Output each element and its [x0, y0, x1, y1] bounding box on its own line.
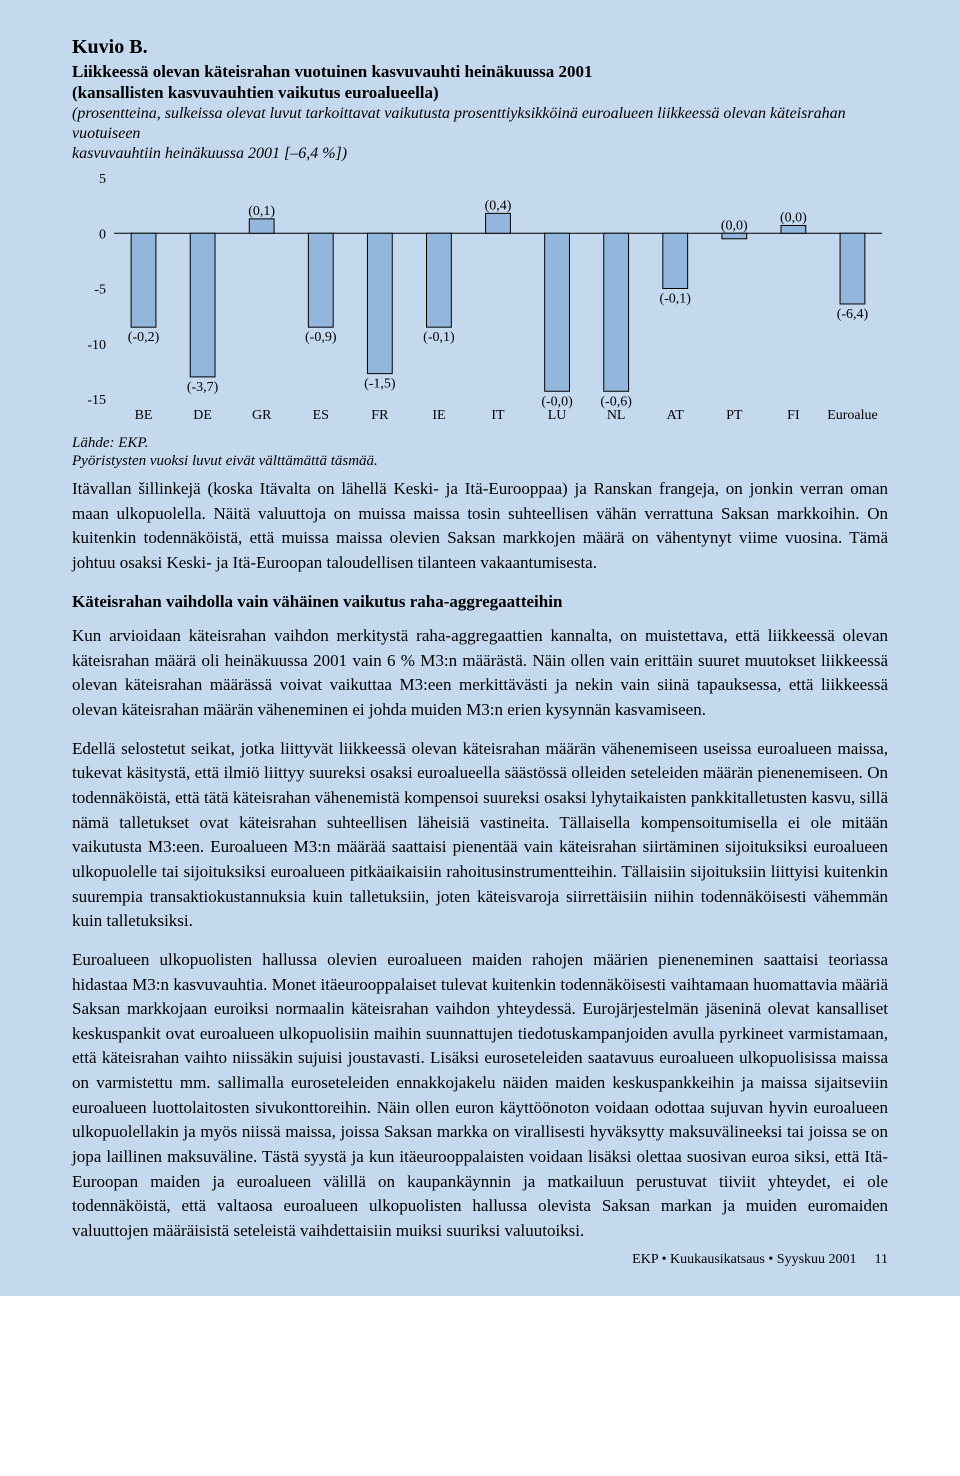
svg-text:Euroalue: Euroalue — [827, 408, 878, 423]
svg-text:-15: -15 — [87, 393, 106, 408]
svg-text:IE: IE — [432, 408, 445, 423]
section-heading: Käteisrahan vaihdolla vain vähäinen vaik… — [72, 590, 888, 615]
svg-text:(-6,4): (-6,4) — [837, 306, 869, 321]
svg-text:FI: FI — [787, 408, 800, 423]
chart-heading: Kuvio B. Liikkeessä olevan käteisrahan v… — [72, 36, 888, 164]
paragraph-1: Itävallan šillinkejä (koska Itävalta on … — [72, 477, 888, 576]
svg-text:(0,0): (0,0) — [721, 218, 748, 233]
document-body: Itävallan šillinkejä (koska Itävalta on … — [72, 477, 888, 1244]
svg-text:(-3,7): (-3,7) — [187, 379, 219, 394]
chart-title-prefix: Kuvio B. — [72, 36, 888, 59]
svg-text:PT: PT — [726, 408, 743, 423]
footer-text: EKP • Kuukausikatsaus • Syyskuu 2001 — [632, 1252, 856, 1268]
chart-note-line1: (prosentteina, sulkeissa olevat luvut ta… — [72, 104, 888, 144]
page-container: Kuvio B. Liikkeessä olevan käteisrahan v… — [0, 0, 960, 1296]
svg-text:(0,1): (0,1) — [248, 203, 275, 218]
paragraph-2: Kun arvioidaan käteisrahan vaihdon merki… — [72, 624, 888, 723]
svg-text:LU: LU — [548, 408, 567, 423]
paragraph-3: Edellä selostetut seikat, jotka liittyvä… — [72, 737, 888, 934]
footer-page-number: 11 — [875, 1252, 888, 1268]
svg-text:(-0,9): (-0,9) — [305, 330, 337, 345]
chart-title-line2: (kansallisten kasvuvauhtien vaikutus eur… — [72, 82, 888, 103]
svg-text:(-0,1): (-0,1) — [659, 291, 691, 306]
svg-text:0: 0 — [99, 227, 106, 242]
bar-chart-svg: -15 -10 -5 0 5 (-0,2) BE (-3,7) DE (0,1) GR (-0,9) E… — [72, 170, 888, 425]
svg-text:(-1,5): (-1,5) — [364, 376, 396, 391]
svg-text:(0,0): (0,0) — [780, 210, 807, 225]
svg-text:(-0,6): (-0,6) — [600, 394, 632, 409]
svg-text:(-0,0): (-0,0) — [541, 394, 573, 409]
chart-title-line1: Liikkeessä olevan käteisrahan vuotuinen … — [72, 61, 888, 82]
svg-text:DE: DE — [193, 408, 212, 423]
bar-chart: -15 -10 -5 0 5 (-0,2) BE (-3,7) DE (0,1) GR (-0,9) E… — [72, 170, 888, 430]
paragraph-4: Euroalueen ulkopuolisten hallussa olevie… — [72, 948, 888, 1244]
svg-text:-5: -5 — [94, 282, 106, 297]
svg-text:FR: FR — [371, 408, 389, 423]
svg-text:(0,4): (0,4) — [485, 198, 512, 213]
chart-note-line2: kasvuvauhtiin heinäkuussa 2001 [–6,4 %]) — [72, 144, 888, 164]
svg-text:IT: IT — [491, 408, 505, 423]
svg-text:NL: NL — [607, 408, 626, 423]
svg-text:5: 5 — [99, 172, 106, 187]
svg-text:ES: ES — [313, 408, 329, 423]
svg-text:-10: -10 — [87, 337, 106, 352]
svg-text:GR: GR — [252, 408, 272, 423]
svg-text:(-0,1): (-0,1) — [423, 330, 455, 345]
svg-text:BE: BE — [135, 408, 153, 423]
svg-text:AT: AT — [667, 408, 685, 423]
chart-caption-1: Lähde: EKP. — [72, 434, 888, 453]
chart-caption-2: Pyöristysten vuoksi luvut eivät välttämä… — [72, 452, 888, 471]
svg-text:(-0,2): (-0,2) — [128, 330, 160, 345]
page-footer: EKP • Kuukausikatsaus • Syyskuu 2001 11 — [72, 1252, 888, 1268]
